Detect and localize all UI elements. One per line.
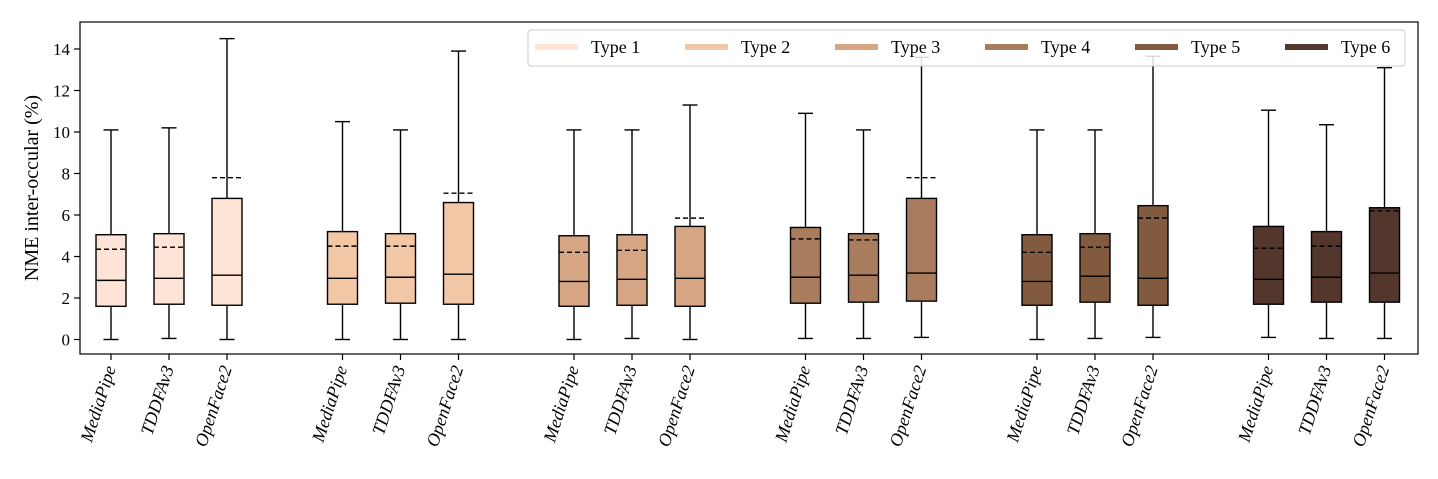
x-axis: MediaPipe TDDFAv3 OpenFace2 MediaPipe TDDFAv… (76, 354, 1393, 449)
iqr-box (1310, 230, 1343, 303)
legend-item-type-6: Type 6 (1285, 37, 1390, 57)
legend-frame (527, 29, 1406, 67)
y-axis: 0 2 4 6 8 10 12 14 (53, 40, 80, 350)
y-tick-label: 14 (53, 40, 71, 59)
x-tick-label: MediaPipe (308, 363, 352, 445)
x-tick-label: MediaPipe (771, 363, 815, 445)
x-tick-label: TDDFAv3 (368, 363, 409, 437)
legend-label: Type 4 (1041, 37, 1090, 57)
x-tick-label: TDDFAv3 (1294, 363, 1335, 437)
box-tddfav3 (847, 129, 880, 340)
box-group-type-4 (789, 56, 938, 340)
box-openface2 (674, 104, 706, 341)
x-tick-label: OpenFace2 (1117, 363, 1162, 449)
legend-item-type-2: Type 2 (685, 37, 790, 57)
legend: Type 1 Type 2 Type 3 Type 4 Type 5 Type 6 (527, 29, 1406, 67)
boxes-layer (95, 37, 1401, 341)
iqr-box (674, 225, 706, 308)
y-tick-label: 6 (62, 206, 71, 225)
y-axis-label: NME inter-occular (%) (21, 95, 43, 281)
legend-label: Type 6 (1341, 37, 1390, 57)
iqr-box (558, 235, 590, 308)
box-openface2 (442, 50, 475, 341)
box-mediapipe (326, 120, 359, 341)
y-tick-label: 12 (53, 82, 70, 101)
box-mediapipe (95, 129, 127, 341)
box-group-type-1 (95, 37, 243, 341)
y-tick-label: 8 (62, 165, 71, 184)
x-tick-label: TDDFAv3 (1063, 363, 1104, 437)
box-tddfav3 (616, 129, 648, 340)
iqr-box (905, 197, 938, 302)
iqr-box (616, 234, 648, 306)
iqr-box (211, 197, 243, 306)
iqr-box (1079, 232, 1111, 303)
x-tick-label: TDDFAv3 (137, 363, 178, 437)
box-group-type-3 (558, 104, 706, 341)
x-tick-label: OpenFace2 (191, 363, 236, 449)
box-tddfav3 (1079, 129, 1111, 340)
y-tick-label: 0 (62, 331, 71, 350)
box-tddfav3 (384, 129, 417, 341)
y-tick-label: 10 (53, 123, 70, 142)
box-group-type-6 (1252, 66, 1401, 340)
box-tddfav3 (153, 127, 185, 340)
iqr-box (442, 201, 475, 305)
x-tick-label: TDDFAv3 (600, 363, 641, 437)
box-group-type-5 (1021, 55, 1169, 341)
box-openface2 (905, 56, 938, 339)
legend-label: Type 1 (591, 37, 640, 57)
y-tick-label: 4 (62, 248, 71, 267)
box-openface2 (1137, 55, 1169, 339)
x-tick-label: OpenFace2 (1348, 363, 1393, 449)
x-tick-label: OpenFace2 (422, 363, 467, 449)
iqr-box (1137, 204, 1169, 306)
box-openface2 (1368, 66, 1401, 340)
box-tddfav3 (1310, 124, 1343, 340)
iqr-box (1368, 207, 1401, 303)
legend-item-type-1: Type 1 (535, 37, 640, 57)
iqr-box (1021, 234, 1053, 306)
iqr-box (1252, 225, 1285, 305)
iqr-box (153, 232, 185, 305)
iqr-box (789, 226, 822, 304)
iqr-box (95, 234, 127, 307)
iqr-box (384, 232, 417, 304)
box-mediapipe (558, 129, 590, 341)
x-tick-label: OpenFace2 (654, 363, 699, 449)
box-mediapipe (789, 112, 822, 340)
y-tick-label: 2 (62, 289, 71, 308)
legend-label: Type 2 (741, 37, 790, 57)
legend-item-type-5: Type 5 (1135, 37, 1240, 57)
legend-label: Type 3 (891, 37, 940, 57)
legend-item-type-4: Type 4 (985, 37, 1090, 57)
box-openface2 (211, 37, 243, 341)
box-group-type-2 (326, 50, 475, 341)
x-tick-label: MediaPipe (1002, 363, 1046, 445)
x-tick-label: TDDFAv3 (831, 363, 872, 437)
x-tick-label: MediaPipe (1234, 363, 1278, 445)
iqr-box (847, 232, 880, 303)
box-mediapipe (1252, 109, 1285, 339)
x-tick-label: MediaPipe (539, 363, 583, 445)
x-tick-label: OpenFace2 (885, 363, 930, 449)
iqr-box (326, 230, 359, 305)
plot-frame (79, 21, 1419, 355)
box-mediapipe (1021, 129, 1053, 341)
x-tick-label: MediaPipe (76, 363, 120, 445)
legend-label: Type 5 (1191, 37, 1240, 57)
legend-item-type-3: Type 3 (835, 37, 940, 57)
